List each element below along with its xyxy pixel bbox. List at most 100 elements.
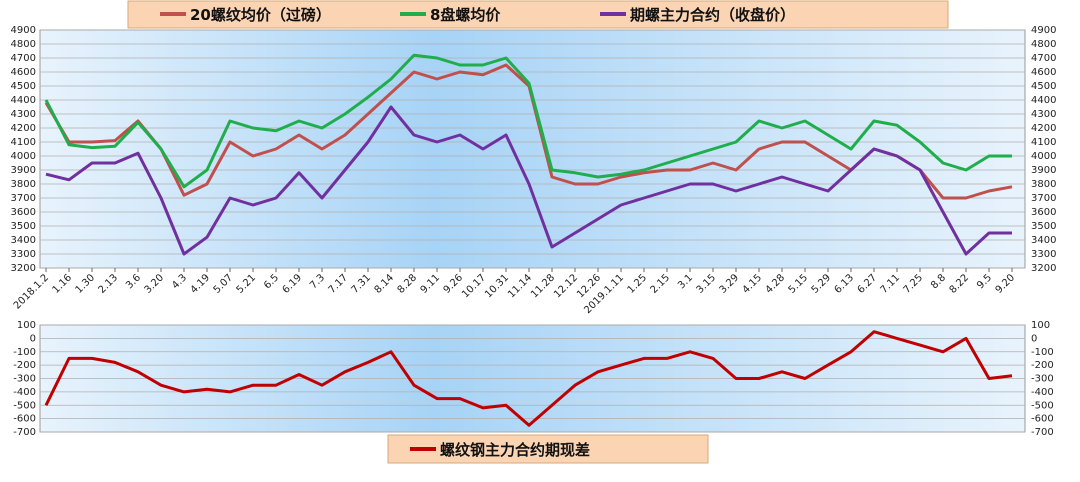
x-tick-label: 11.28 xyxy=(529,272,557,300)
y-tick-label: 3500 xyxy=(11,221,36,232)
y2-tick-label: -300 xyxy=(1031,374,1054,385)
x-tick-label: 7.31 xyxy=(350,272,374,296)
x-tick-label: 9.5 xyxy=(975,272,994,291)
y-tick-label: -600 xyxy=(13,414,36,425)
x-tick-label: 1.16 xyxy=(51,272,75,296)
x-tick-label: 4.3 xyxy=(170,272,189,291)
y-tick-label: -400 xyxy=(13,387,36,398)
y-tick-label: 100 xyxy=(17,320,36,331)
y-tick-label: 3900 xyxy=(11,165,36,176)
y-tick-label: -200 xyxy=(13,360,36,371)
legend-label: 20螺纹均价（过磅） xyxy=(190,6,331,24)
x-tick-label: 2.13 xyxy=(97,272,121,296)
x-tick-label: 3.15 xyxy=(695,272,719,296)
x-tick-label: 4.28 xyxy=(764,272,788,296)
y-tick-label: -500 xyxy=(13,400,36,411)
y-tick-label: 4300 xyxy=(11,109,36,120)
x-tick-label: 2018.1.2 xyxy=(12,272,51,311)
y2-tick-label: -100 xyxy=(1031,347,1054,358)
y2-tick-label: 3300 xyxy=(1031,249,1056,260)
x-tick-label: 8.14 xyxy=(373,272,397,296)
y2-tick-label: 4300 xyxy=(1031,109,1056,120)
y-tick-label: 4500 xyxy=(11,81,36,92)
x-tick-label: 11.14 xyxy=(506,272,534,300)
y2-tick-label: 4700 xyxy=(1031,53,1056,64)
y-tick-label: 3800 xyxy=(11,179,36,190)
y2-tick-label: 3600 xyxy=(1031,207,1056,218)
x-tick-label: 5.21 xyxy=(235,272,259,296)
x-tick-label: 7.25 xyxy=(902,272,926,296)
y2-tick-label: 4100 xyxy=(1031,137,1056,148)
x-tick-label: 1.30 xyxy=(74,272,98,296)
y-tick-label: 4400 xyxy=(11,95,36,106)
legend-label: 8盘螺均价 xyxy=(430,6,501,24)
x-tick-label: 6.19 xyxy=(281,272,305,296)
legend-box xyxy=(127,0,949,29)
y2-tick-label: 4200 xyxy=(1031,123,1056,134)
x-tick-label: 8.28 xyxy=(396,272,420,296)
y2-tick-label: -400 xyxy=(1031,387,1054,398)
y2-tick-label: 3700 xyxy=(1031,193,1056,204)
y-tick-label: 0 xyxy=(30,333,36,344)
x-tick-label: 7.3 xyxy=(308,272,327,291)
y2-tick-label: 3500 xyxy=(1031,221,1056,232)
y2-tick-label: 100 xyxy=(1031,320,1050,331)
y2-tick-label: 3800 xyxy=(1031,179,1056,190)
series-line xyxy=(44,53,1012,189)
y-tick-label: 3200 xyxy=(11,263,36,274)
legend-label: 螺纹钢主力合约期现差 xyxy=(440,441,590,459)
y-tick-label: 4600 xyxy=(11,67,36,78)
y-tick-label: 4100 xyxy=(11,137,36,148)
y-tick-label: -100 xyxy=(13,347,36,358)
y-tick-label: 4200 xyxy=(11,123,36,134)
x-tick-label: 10.17 xyxy=(460,272,488,300)
y2-tick-label: 0 xyxy=(1031,333,1037,344)
y2-tick-label: -200 xyxy=(1031,360,1054,371)
x-tick-label: 8.8 xyxy=(929,272,948,291)
y-tick-label: 4700 xyxy=(11,53,36,64)
x-tick-label: 4.19 xyxy=(189,272,213,296)
x-tick-label: 2.15 xyxy=(649,272,673,296)
y2-tick-label: 3200 xyxy=(1031,263,1056,274)
y2-tick-label: 4800 xyxy=(1031,39,1056,50)
legend-label: 期螺主力合约（收盘价） xyxy=(630,6,795,24)
y2-tick-label: 3400 xyxy=(1031,235,1056,246)
x-tick-label: 9.20 xyxy=(994,272,1018,296)
y2-tick-label: 4500 xyxy=(1031,81,1056,92)
y-tick-label: 3400 xyxy=(11,235,36,246)
x-tick-label: 3.6 xyxy=(124,272,143,291)
y-tick-label: -300 xyxy=(13,374,36,385)
y-tick-label: 3700 xyxy=(11,193,36,204)
y2-tick-label: 4400 xyxy=(1031,95,1056,106)
series-line xyxy=(45,105,1012,256)
x-tick-label: 10.31 xyxy=(483,272,511,300)
y-tick-label: -700 xyxy=(13,427,36,438)
x-tick-label: 3.1 xyxy=(676,272,695,291)
y2-tick-label: -700 xyxy=(1031,427,1054,438)
x-tick-label: 6.27 xyxy=(856,272,880,296)
x-tick-label: 5.07 xyxy=(212,272,236,296)
y2-tick-label: -600 xyxy=(1031,414,1054,425)
y2-tick-label: 3900 xyxy=(1031,165,1056,176)
x-tick-label: 6.13 xyxy=(833,272,857,296)
y-tick-label: 4900 xyxy=(11,25,36,36)
x-tick-label: 8.22 xyxy=(948,272,972,296)
y2-tick-label: 4900 xyxy=(1031,25,1056,36)
y-tick-label: 3300 xyxy=(11,249,36,260)
y2-tick-label: 4600 xyxy=(1031,67,1056,78)
x-tick-label: 3.29 xyxy=(718,272,742,296)
x-tick-label: 7.17 xyxy=(327,272,351,296)
x-tick-label: 3.20 xyxy=(143,272,167,296)
x-tick-label: 12.12 xyxy=(552,272,580,300)
x-tick-label: 6.5 xyxy=(262,272,281,291)
y-tick-label: 4000 xyxy=(11,151,36,162)
y-tick-label: 4800 xyxy=(11,39,36,50)
series-line xyxy=(44,330,1013,427)
x-tick-label: 7.11 xyxy=(879,272,903,296)
y-tick-label: 3600 xyxy=(11,207,36,218)
y2-tick-label: 4000 xyxy=(1031,151,1056,162)
x-tick-label: 9.11 xyxy=(419,272,443,296)
x-tick-label: 5.15 xyxy=(787,272,811,296)
legend-box xyxy=(387,434,709,464)
